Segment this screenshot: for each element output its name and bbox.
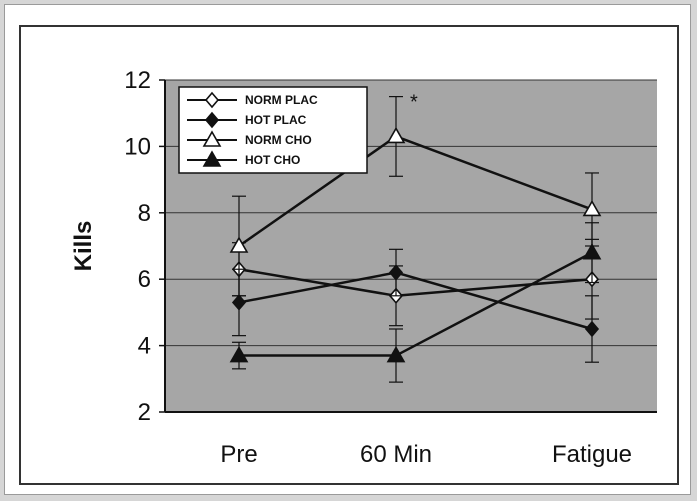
kills-line-chart: 2 4 6 8 10 12 Pre 60 Min Fatigue Kills * NORM P… (70, 67, 657, 468)
x-tick-labels: Pre 60 Min Fatigue (220, 441, 632, 468)
legend-label: NORM CHO (245, 133, 312, 147)
data-point (582, 243, 602, 260)
y-tick-label: 12 (124, 67, 151, 94)
annotations: * (410, 91, 418, 113)
legend-label: HOT PLAC (245, 113, 307, 127)
chart-panel: 2 4 6 8 10 12 Pre 60 Min Fatigue Kills * NORM P… (19, 25, 679, 485)
x-tick-label: Pre (220, 441, 257, 468)
y-tick-labels: 2 4 6 8 10 12 (124, 67, 151, 426)
data-point (204, 111, 220, 129)
data-point (202, 130, 222, 147)
data-point (204, 91, 220, 109)
series-norm-cho (229, 95, 602, 297)
data-point (229, 236, 249, 253)
series-hot-cho (229, 222, 602, 383)
data-point (386, 126, 406, 144)
legend: NORM PLAC HOT PLAC NORM CHO HOT CHO (178, 86, 368, 174)
legend-label: NORM PLAC (245, 93, 318, 107)
figure-frame: 2 4 6 8 10 12 Pre 60 Min Fatigue Kills * NORM P… (4, 4, 691, 495)
axes (164, 80, 657, 413)
y-tick-label: 6 (138, 266, 151, 293)
data-point (388, 264, 404, 281)
y-tick-label: 4 (138, 333, 151, 360)
y-tick-label: 2 (138, 399, 151, 426)
y-axis-label: Kills (70, 221, 97, 272)
data-point (202, 150, 222, 167)
data-point (229, 345, 249, 363)
significance-marker: * (410, 91, 418, 113)
data-point (584, 320, 600, 338)
x-tick-label: 60 Min (360, 441, 432, 468)
data-point (386, 345, 406, 363)
legend-label: HOT CHO (245, 153, 300, 167)
series-layer (229, 95, 602, 383)
y-tick-label: 8 (138, 200, 151, 227)
series-hot-plac (231, 248, 600, 363)
data-point (582, 199, 602, 217)
x-tick-label: Fatigue (552, 441, 632, 468)
data-point (231, 294, 247, 311)
y-tick-label: 10 (124, 133, 151, 160)
